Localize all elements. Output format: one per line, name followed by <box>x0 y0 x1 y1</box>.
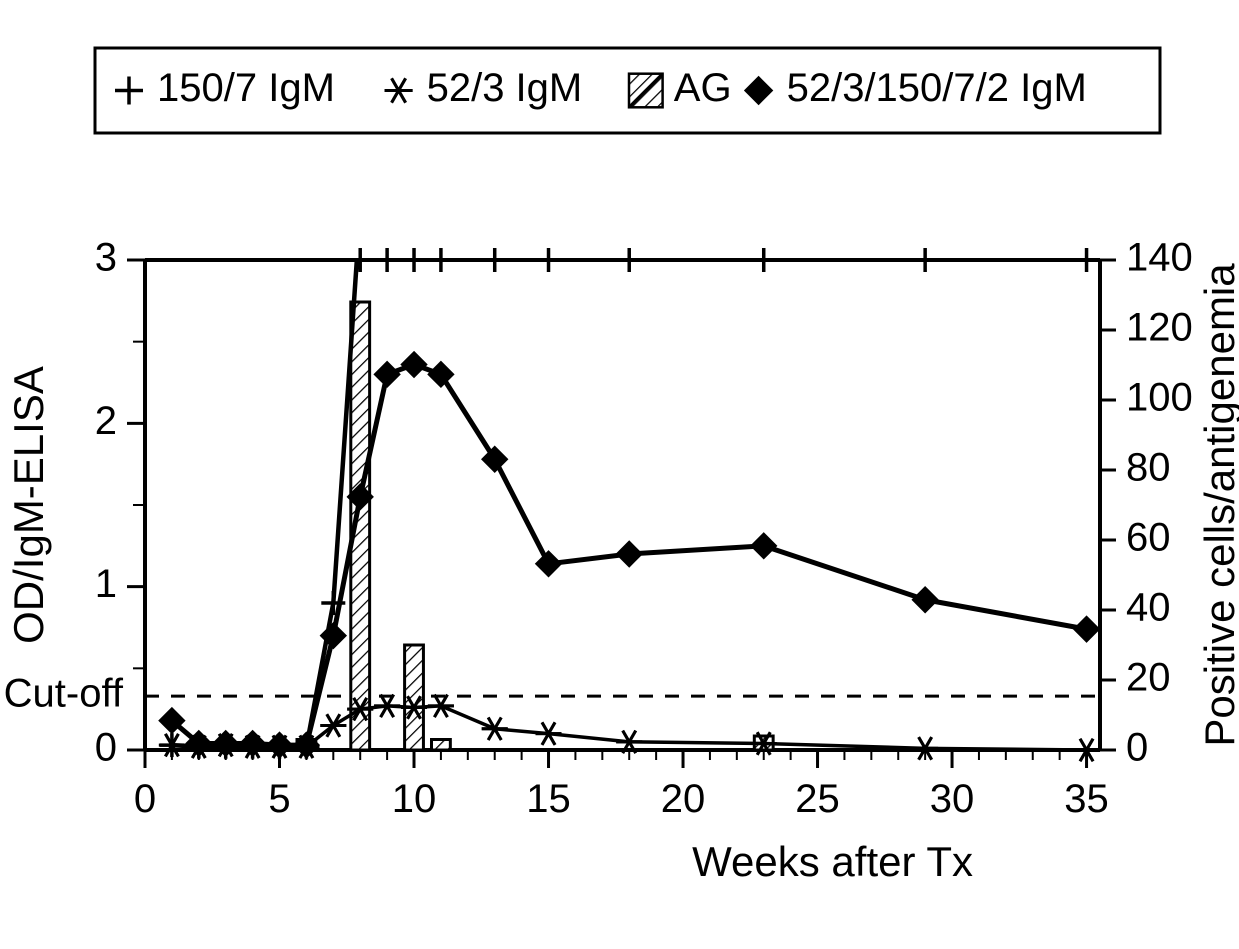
legend-item: 150/7 IgM <box>115 66 335 110</box>
x-axis-label: Weeks after Tx <box>692 838 973 885</box>
x-tick-label: 5 <box>268 777 290 821</box>
yr-tick-label: 120 <box>1126 306 1193 350</box>
x-tick-label: 15 <box>526 777 571 821</box>
yr-tick-label: 140 <box>1126 236 1193 280</box>
legend-label: AG <box>674 66 732 110</box>
chart-svg: 150/7 IgM52/3 IgMAG52/3/150/7/2 IgM05101… <box>0 0 1239 949</box>
yr-tick-label: 0 <box>1126 726 1148 770</box>
ag-bar <box>432 740 451 751</box>
yl-tick-label: 2 <box>95 399 117 443</box>
x-tick-label: 35 <box>1064 777 1109 821</box>
bars-group <box>297 302 773 750</box>
yr-tick-label: 60 <box>1126 516 1171 560</box>
yr-tick-label: 80 <box>1126 446 1171 490</box>
x-tick-label: 10 <box>392 777 437 821</box>
x-tick-label: 0 <box>134 777 156 821</box>
cutoff-label: Cut-off <box>4 672 124 716</box>
yr-tick-label: 20 <box>1126 656 1171 700</box>
yr-axis-label: Positive cells/antigenemia <box>1196 263 1239 747</box>
x-tick-label: 25 <box>795 777 840 821</box>
yr-tick-label: 100 <box>1126 376 1193 420</box>
legend-label: 150/7 IgM <box>157 66 335 110</box>
legend-item: 52/3 IgM <box>385 66 583 110</box>
yr-tick-label: 40 <box>1126 586 1171 630</box>
figure-root: 150/7 IgM52/3 IgMAG52/3/150/7/2 IgM05101… <box>0 0 1239 949</box>
x-tick-label: 20 <box>661 777 706 821</box>
legend-label: 52/3 IgM <box>427 66 583 110</box>
yl-tick-label: 1 <box>95 562 117 606</box>
yl-tick-label: 0 <box>95 726 117 770</box>
legend-item: AG <box>629 66 732 110</box>
legend-item: 52/3/150/7/2 IgM <box>745 66 1087 110</box>
series-line <box>172 211 1087 747</box>
legend-label: 52/3/150/7/2 IgM <box>787 66 1087 110</box>
series-markers <box>160 248 1099 759</box>
x-tick-label: 30 <box>930 777 975 821</box>
yl-axis-label: OD/IgM-ELISA <box>5 366 52 644</box>
yl-tick-label: 3 <box>95 236 117 280</box>
